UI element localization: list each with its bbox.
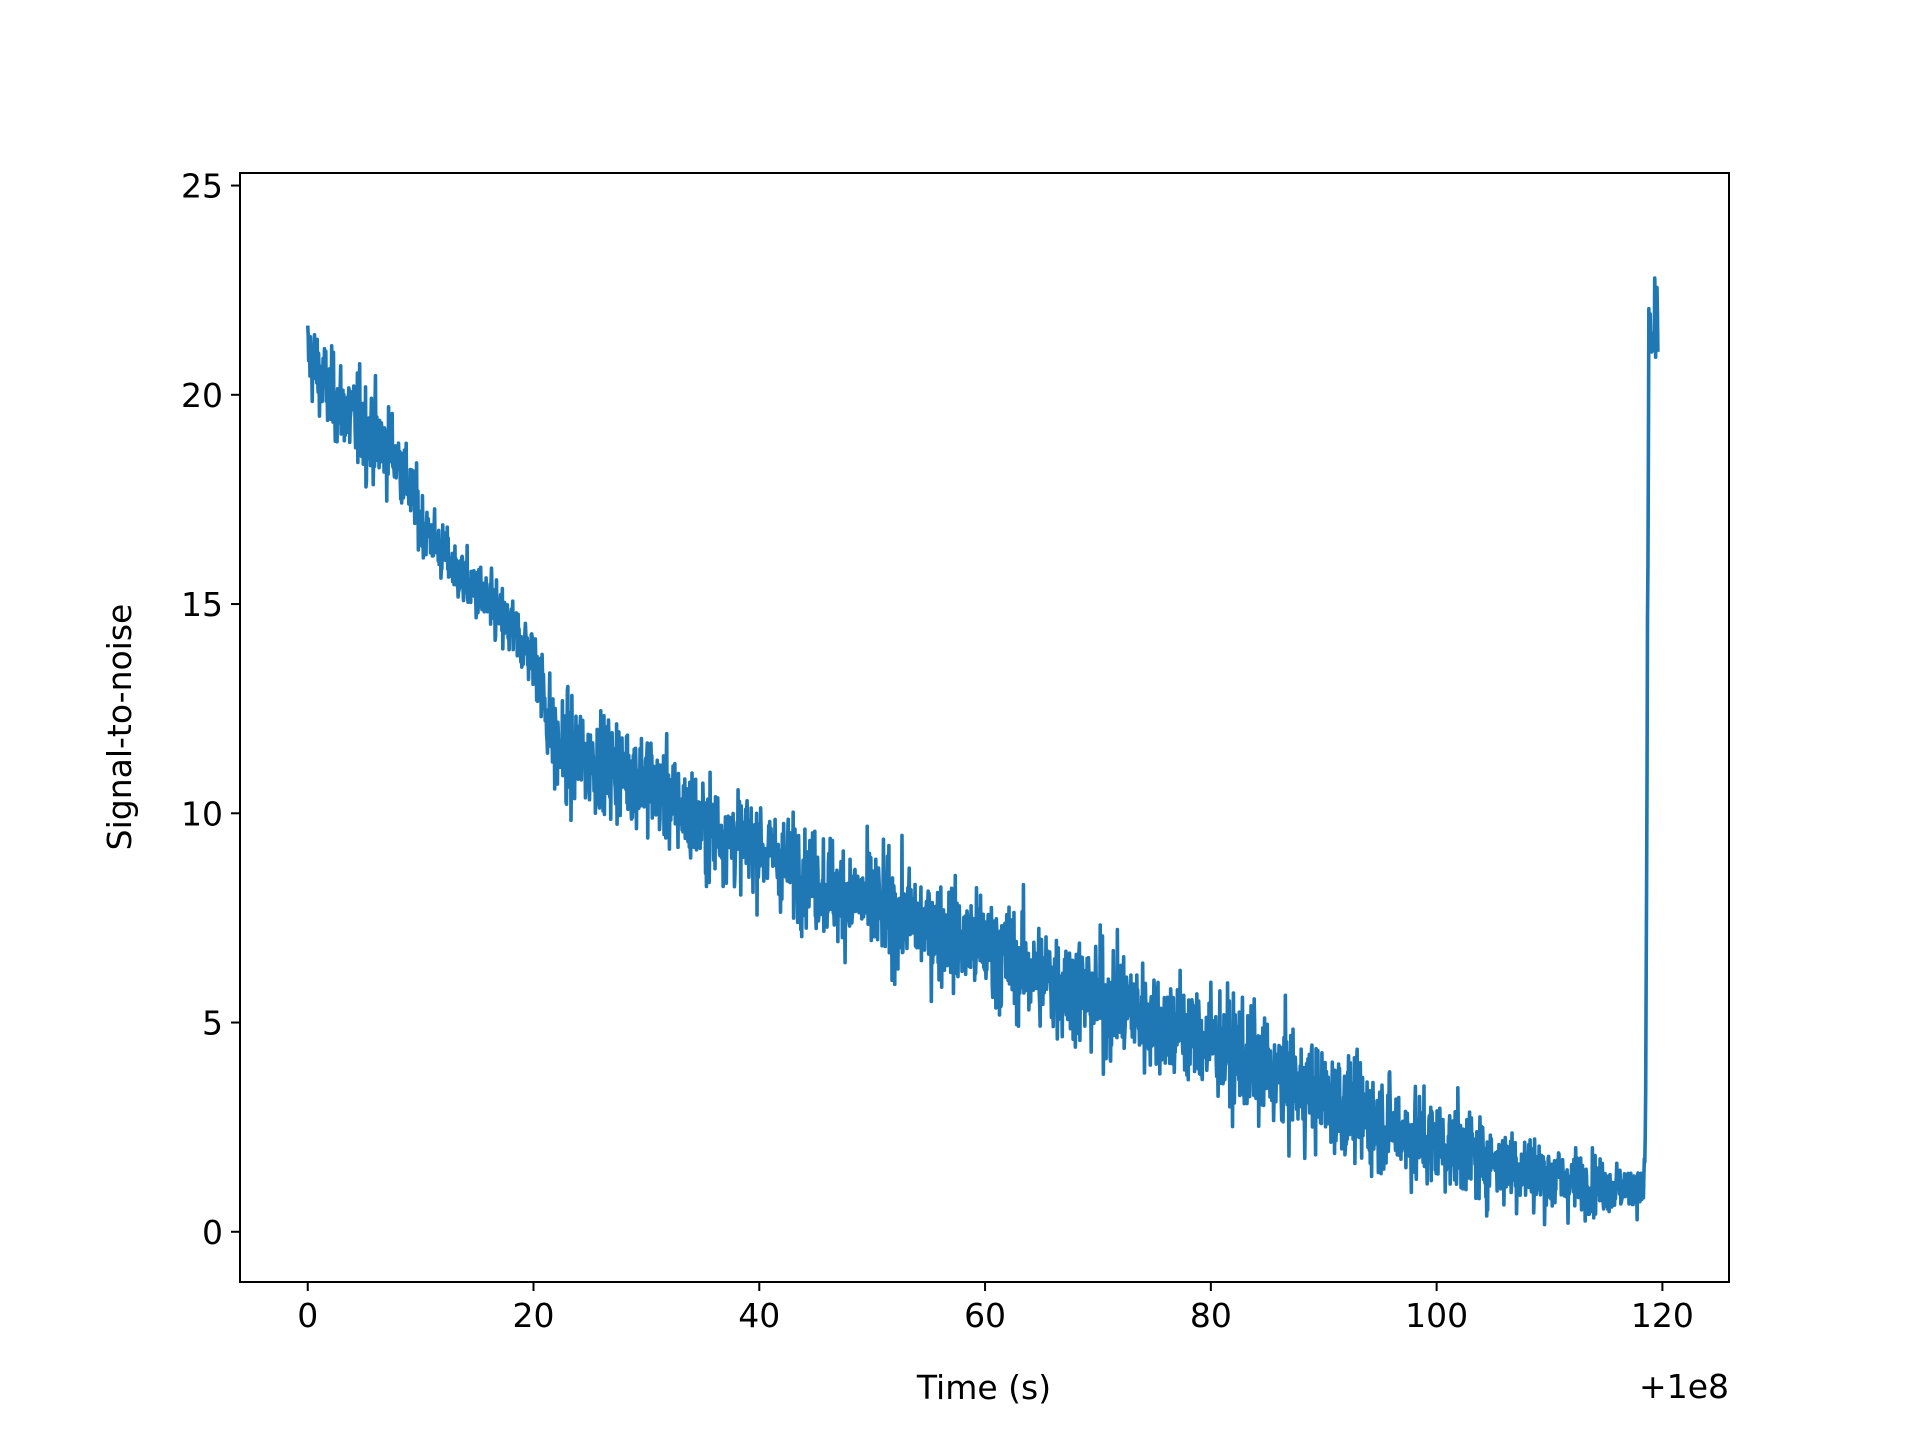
y-axis-label: Signal-to-noise bbox=[100, 604, 139, 851]
y-tick-label: 10 bbox=[181, 794, 223, 833]
x-axis-label: Time (s) bbox=[916, 1368, 1051, 1407]
y-tick-label: 20 bbox=[181, 376, 223, 415]
signal-to-noise-line bbox=[305, 276, 1660, 1227]
x-tick-label: 120 bbox=[1631, 1296, 1694, 1335]
x-tick-label: 100 bbox=[1405, 1296, 1468, 1335]
x-tick-label: 80 bbox=[1190, 1296, 1232, 1335]
x-tick-label: 60 bbox=[964, 1296, 1006, 1335]
series-layer bbox=[305, 276, 1660, 1227]
x-tick-label: 40 bbox=[738, 1296, 780, 1335]
x-tick-label: 0 bbox=[297, 1296, 318, 1335]
x-offset-label: +1e8 bbox=[1639, 1367, 1729, 1406]
y-tick-label: 25 bbox=[181, 167, 223, 206]
y-tick-label: 15 bbox=[181, 585, 223, 624]
y-ticks: 0 5 10 15 20 25 bbox=[181, 167, 240, 1252]
x-ticks: 0 20 40 60 80 100 120 bbox=[297, 1282, 1694, 1335]
x-tick-label: 20 bbox=[513, 1296, 555, 1335]
y-tick-label: 5 bbox=[202, 1004, 223, 1043]
y-tick-label: 0 bbox=[202, 1213, 223, 1252]
